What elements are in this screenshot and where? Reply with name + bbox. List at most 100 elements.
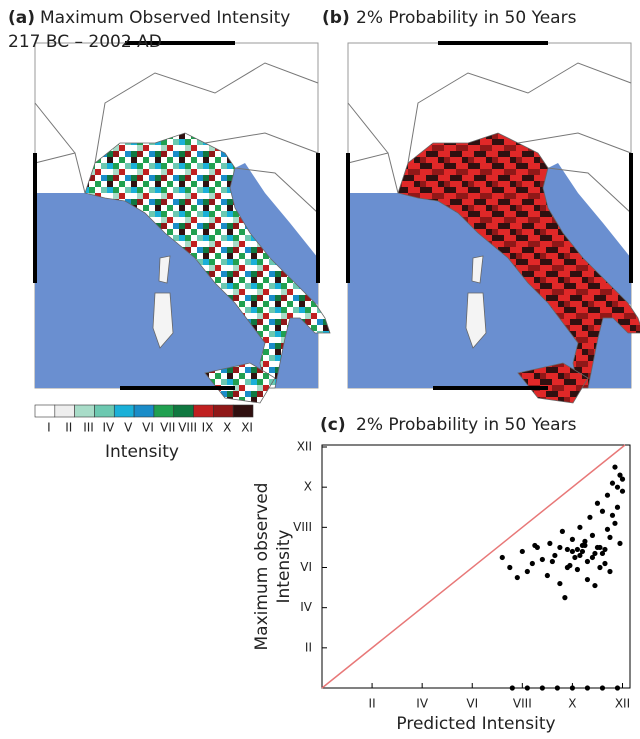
colorbar-swatch	[232, 404, 254, 418]
point	[607, 534, 613, 540]
point	[509, 685, 515, 691]
point	[547, 540, 553, 547]
region	[152, 292, 174, 349]
point	[514, 574, 520, 581]
point	[619, 476, 626, 482]
frame-bar	[316, 153, 320, 283]
frame-bar	[120, 386, 235, 390]
colorbar-tick-label: VII	[160, 421, 175, 435]
one-to-one-line	[321, 444, 626, 689]
frame-bar	[125, 41, 235, 45]
point	[559, 528, 565, 534]
colorbar-swatch	[54, 404, 75, 418]
colorbar-swatch	[113, 404, 135, 418]
panel-label: (a)	[8, 8, 35, 28]
point	[619, 488, 626, 494]
point	[602, 560, 608, 567]
colorbar-swatch	[213, 404, 234, 418]
point	[602, 546, 608, 553]
y-tick-label: II	[305, 640, 312, 654]
point	[589, 554, 596, 561]
point	[604, 526, 611, 532]
point	[607, 568, 613, 575]
region	[517, 362, 589, 404]
x-tick-label: X	[568, 697, 576, 711]
region	[471, 255, 484, 284]
colorbar-tick-label: X	[223, 421, 231, 435]
point	[577, 524, 583, 530]
y-axis-label: Intensity	[274, 530, 294, 604]
point	[557, 544, 563, 551]
frame-bar	[433, 386, 548, 390]
maps	[33, 41, 640, 404]
y-axis-label: Maximum observed	[252, 483, 272, 651]
point	[574, 546, 581, 553]
panel-title: 2% Probability in 50 Years	[356, 415, 577, 435]
point	[604, 492, 611, 498]
point	[574, 566, 581, 573]
point	[609, 480, 616, 486]
point	[594, 500, 601, 506]
colorbar-swatch	[173, 404, 194, 418]
point	[614, 504, 621, 510]
point	[617, 472, 623, 478]
colorbar-tick-label: XI	[241, 421, 253, 435]
colorbar-tick-label: V	[124, 421, 133, 435]
plot-frame	[321, 444, 631, 689]
colorbar-swatch	[193, 404, 214, 418]
x-tick-label: IV	[416, 697, 429, 711]
point	[587, 514, 593, 520]
colorbar-tick-label: II	[65, 421, 72, 435]
x-tick-label: XII	[615, 697, 630, 711]
y-tick-label: X	[304, 480, 312, 494]
point	[564, 564, 570, 571]
colorbar-tick-label: IX	[202, 421, 214, 435]
point	[564, 546, 570, 553]
frame-bar	[346, 153, 350, 283]
point	[599, 508, 606, 514]
point	[589, 532, 596, 538]
y-tick-label: VIII	[293, 520, 312, 534]
panel-title: 2% Probability in 50 Years	[356, 8, 577, 28]
borders	[347, 62, 632, 214]
point	[599, 550, 606, 557]
scatter-plot: II IV VI VIII X XII II IV VI VIII X XII Predicted In…	[252, 440, 631, 734]
x-tick-label: VI	[466, 697, 478, 711]
y-tick-label: IV	[300, 600, 313, 614]
point	[519, 548, 525, 555]
colorbar-tick-label: III	[83, 421, 94, 435]
point	[584, 558, 591, 565]
point	[592, 582, 598, 589]
point	[524, 568, 530, 575]
point	[569, 536, 576, 542]
point	[524, 685, 530, 691]
point	[614, 484, 621, 490]
point	[594, 544, 601, 551]
map	[33, 41, 331, 404]
point	[584, 576, 591, 583]
panel-subtitle: 217 BC – 2002 AD	[8, 32, 162, 52]
point	[612, 520, 618, 526]
borders	[34, 62, 319, 214]
point	[597, 564, 603, 571]
point	[529, 560, 535, 567]
sea	[348, 163, 631, 388]
colorbar-swatch	[94, 404, 115, 418]
colorbar-tick-label: IV	[102, 421, 115, 435]
point	[612, 464, 618, 470]
point	[614, 685, 621, 691]
point	[544, 572, 550, 579]
point	[499, 554, 505, 561]
panel-label: (c)	[320, 415, 346, 435]
region	[204, 362, 276, 404]
frame-bar	[438, 41, 548, 45]
region	[397, 132, 640, 389]
point	[507, 564, 513, 571]
point	[552, 552, 558, 559]
point	[569, 548, 576, 555]
colorbar-swatch	[74, 404, 95, 418]
colorbar-tick-label: I	[47, 421, 51, 435]
colorbar: I II III IV V VI VII VIII IX X XI	[34, 404, 254, 435]
region	[158, 255, 171, 284]
